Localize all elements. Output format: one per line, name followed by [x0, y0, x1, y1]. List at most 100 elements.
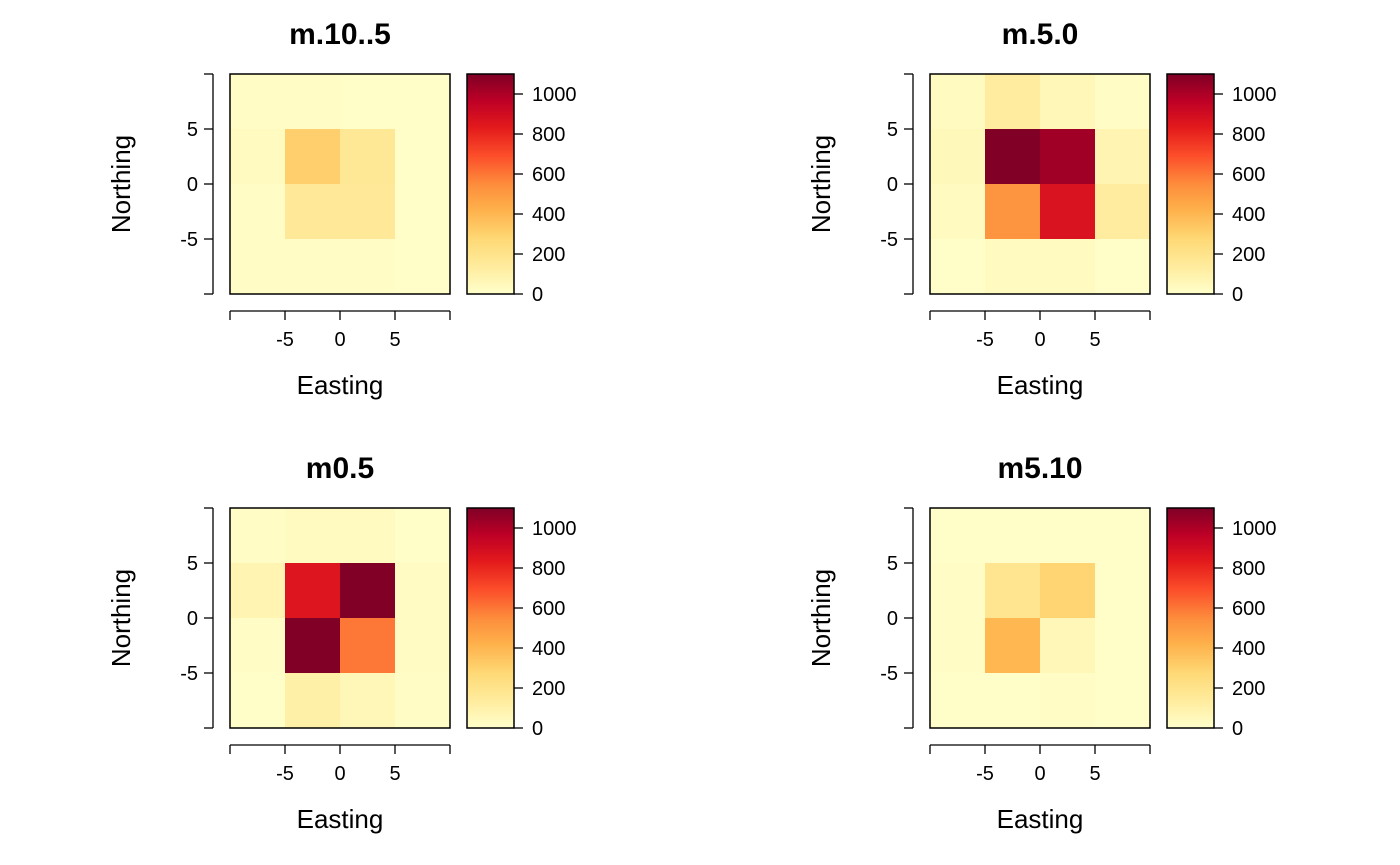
colorbar-step — [467, 86, 514, 89]
colorbar-step — [1167, 590, 1214, 593]
colorbar-step — [1167, 200, 1214, 203]
heatmap-cell — [930, 129, 985, 184]
colorbar-step — [467, 682, 514, 685]
colorbar-step — [1167, 608, 1214, 611]
colorbar-tick-label: 400 — [532, 638, 565, 660]
colorbar-step — [467, 128, 514, 131]
colorbar-step — [467, 558, 514, 561]
colorbar-step — [1167, 548, 1214, 551]
colorbar-step — [1167, 98, 1214, 101]
colorbar-step — [467, 552, 514, 555]
colorbar-step — [467, 514, 514, 517]
colorbar-step — [467, 634, 514, 637]
colorbar-step — [467, 74, 514, 77]
colorbar-step — [1167, 652, 1214, 655]
colorbar-step — [467, 150, 514, 153]
colorbar-step — [1167, 594, 1214, 597]
colorbar-step — [467, 718, 514, 721]
colorbar-step — [1167, 164, 1214, 167]
colorbar-step — [1167, 92, 1214, 95]
colorbar-step — [1167, 618, 1214, 621]
colorbar-step — [467, 622, 514, 625]
y-tick-label: -5 — [880, 663, 898, 685]
colorbar-step — [467, 698, 514, 701]
x-axis-label: Easting — [297, 804, 384, 834]
colorbar-step — [1167, 614, 1214, 617]
colorbar-step — [1167, 188, 1214, 191]
y-tick-label: 0 — [887, 608, 898, 630]
colorbar-step — [467, 220, 514, 223]
colorbar-step — [1167, 112, 1214, 115]
colorbar-step — [1167, 722, 1214, 725]
colorbar-step — [467, 602, 514, 605]
colorbar-step — [467, 640, 514, 643]
colorbar-step — [1167, 118, 1214, 121]
colorbar-step — [1167, 154, 1214, 157]
colorbar-step — [1167, 202, 1214, 205]
colorbar-step — [467, 168, 514, 171]
colorbar-step — [1167, 708, 1214, 711]
x-tick-label: 5 — [1089, 329, 1100, 351]
colorbar-step — [467, 282, 514, 285]
heatmap-cell — [285, 673, 340, 728]
colorbar-step — [1167, 88, 1214, 91]
colorbar-step — [467, 278, 514, 281]
colorbar-step — [467, 256, 514, 259]
colorbar-step — [467, 662, 514, 665]
y-tick-label: 0 — [187, 608, 198, 630]
colorbar-step — [1167, 534, 1214, 537]
heatmap-cell — [285, 508, 340, 563]
colorbar-step — [1167, 640, 1214, 643]
colorbar-step — [467, 638, 514, 641]
colorbar-step — [467, 654, 514, 657]
colorbar-step — [1167, 184, 1214, 187]
colorbar-step — [1167, 592, 1214, 595]
colorbar-frame — [466, 73, 515, 295]
colorbar-step — [467, 292, 514, 295]
colorbar-step — [1167, 700, 1214, 703]
colorbar-step — [467, 614, 514, 617]
colorbar-step — [1167, 522, 1214, 525]
colorbar-step — [1167, 540, 1214, 543]
colorbar-step — [467, 656, 514, 659]
colorbar-step — [1167, 138, 1214, 141]
colorbar-step — [1167, 136, 1214, 139]
heatmap-cell — [340, 508, 395, 563]
colorbar-step — [1167, 560, 1214, 563]
colorbar-step — [467, 532, 514, 535]
colorbar-step — [467, 686, 514, 689]
colorbar-step — [1167, 518, 1214, 521]
colorbar-step — [1167, 514, 1214, 517]
x-tick-label: -5 — [276, 763, 294, 785]
heatmap-cell — [1040, 508, 1095, 563]
colorbar-step — [467, 700, 514, 703]
colorbar-step — [467, 660, 514, 663]
heatmap-cell — [395, 673, 450, 728]
colorbar-step — [467, 258, 514, 261]
colorbar-step — [1167, 248, 1214, 251]
colorbar-tick-label: 1000 — [532, 518, 577, 540]
colorbar-step — [467, 566, 514, 569]
colorbar-step — [467, 690, 514, 693]
colorbar-step — [467, 102, 514, 105]
colorbar-step — [467, 632, 514, 635]
colorbar-step — [467, 624, 514, 627]
colorbar-step — [1167, 564, 1214, 567]
colorbar-step — [1167, 566, 1214, 569]
colorbar-step — [1167, 144, 1214, 147]
colorbar-step — [1167, 192, 1214, 195]
colorbar-step — [1167, 626, 1214, 629]
colorbar-step — [467, 118, 514, 121]
colorbar-step — [1167, 668, 1214, 671]
colorbar-step — [467, 714, 514, 717]
colorbar-step — [467, 260, 514, 263]
colorbar-step — [467, 98, 514, 101]
colorbar-step — [467, 680, 514, 683]
colorbar-step — [467, 218, 514, 221]
colorbar-step — [467, 672, 514, 675]
colorbar-step — [467, 216, 514, 219]
colorbar-step — [1167, 288, 1214, 291]
colorbar-step — [467, 612, 514, 615]
colorbar-step — [467, 684, 514, 687]
x-tick-label: -5 — [976, 329, 994, 351]
